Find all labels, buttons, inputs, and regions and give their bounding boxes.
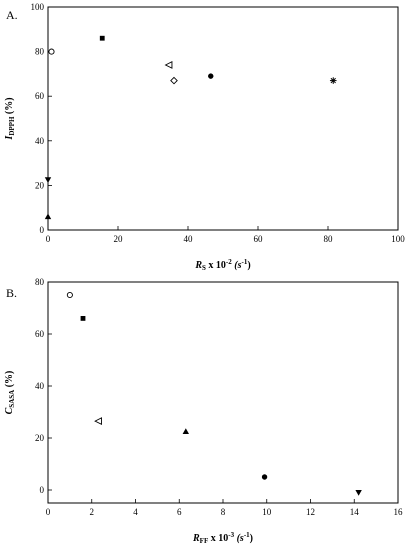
x-tick-label: 6 (177, 507, 182, 517)
panel-label: B. (6, 286, 17, 300)
y-tick-label: 20 (35, 433, 45, 443)
x-tick-label: 0 (46, 507, 51, 517)
y-tick-label: 40 (35, 381, 45, 391)
data-point-asterisk (329, 77, 337, 84)
plot-frame (47, 6, 399, 231)
chart-panel-b: B. 0 2 4 6 8 10 12 14 16 0 20 40 60 80 CSASA (%) RFF x 1… (4, 277, 403, 545)
x-tick-label: 40 (184, 234, 194, 244)
y-tick-label: 40 (35, 136, 45, 146)
x-tick-label: 0 (46, 234, 51, 244)
x-tick-label: 2 (90, 507, 95, 517)
data-point-square-filled (80, 316, 86, 321)
data-point-triangle-up-filled (44, 213, 52, 220)
data-point-triangle-up-filled (182, 428, 190, 435)
data-point-triangle-left-open (164, 61, 173, 69)
x-axis-label: RS x 10-2 (s-1) (194, 258, 250, 272)
chart-panel-a: A. 0 20 40 60 80 100 0 20 40 60 80 100 IDPPH (%) RS x … (4, 2, 405, 272)
data-point-diamond-open (170, 76, 178, 85)
data-point-triangle-down-filled (355, 490, 362, 496)
y-tick-label: 60 (35, 329, 45, 339)
data-point-square-filled (99, 35, 105, 41)
data-point-triangle-down-filled (44, 177, 52, 184)
y-tick-label: 100 (31, 2, 45, 12)
y-axis-label: IDPPH (%) (4, 97, 16, 140)
data-point-circle-filled (261, 474, 268, 480)
x-tick-label: 4 (133, 507, 138, 517)
x-tick-label: 12 (306, 507, 315, 517)
x-tick-label: 10 (262, 507, 272, 517)
x-tick-label: 20 (114, 234, 124, 244)
data-point-triangle-left-open (94, 417, 102, 426)
x-tick-label: 8 (221, 507, 226, 517)
x-tick-label: 14 (350, 507, 360, 517)
y-tick-label: 0 (40, 485, 45, 495)
x-axis-label: RFF x 10-3 (s-1) (192, 531, 253, 545)
y-tick-label: 80 (35, 47, 45, 57)
x-tick-label: 60 (254, 234, 264, 244)
y-tick-label: 80 (35, 277, 45, 287)
y-tick-label: 20 (35, 180, 45, 190)
data-point-circle-open (48, 48, 55, 55)
x-tick-label: 80 (324, 234, 334, 244)
data-point-circle-filled (208, 73, 214, 79)
x-tick-label: 16 (394, 507, 404, 517)
data-point-circle-open (66, 291, 73, 299)
panel-label: A. (6, 8, 18, 22)
plot-frame (47, 281, 399, 504)
y-tick-label: 0 (40, 225, 45, 235)
x-tick-label: 100 (391, 234, 405, 244)
y-tick-label: 60 (35, 91, 45, 101)
y-axis-label: CSASA (%) (4, 371, 16, 415)
